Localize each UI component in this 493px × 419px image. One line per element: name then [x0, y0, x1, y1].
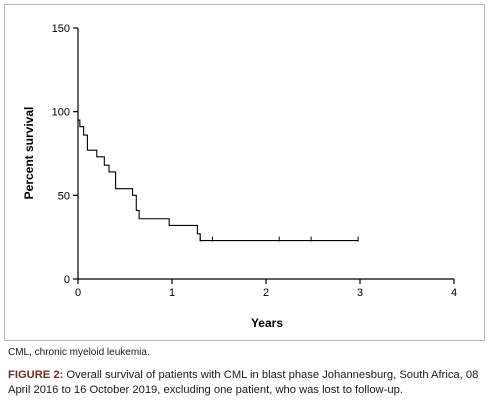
survival-chart: 0 1 2 3 4 0 50 100 150 Years Percent survival — [22, 23, 457, 330]
y-tick-label: 0 — [64, 274, 70, 286]
figure-caption: FIGURE 2: Overall survival of patients w… — [8, 368, 486, 398]
survival-curve-group — [78, 119, 359, 242]
x-axis-title: Years — [251, 316, 283, 330]
y-tick-label: 100 — [52, 107, 70, 119]
chart-axes: 0 1 2 3 4 0 50 100 150 — [52, 23, 457, 299]
caption-label: FIGURE 2: — [8, 369, 64, 381]
abbreviation-footnote: CML, chronic myeloid leukemia. — [8, 347, 150, 358]
y-tick-label: 50 — [58, 190, 70, 202]
caption-text: Overall survival of patients with CML in… — [8, 369, 479, 396]
x-tick-label: 4 — [451, 287, 457, 299]
figure-panel — [4, 4, 485, 341]
y-axis-title: Percent survival — [22, 107, 36, 200]
survival-step-line — [78, 119, 359, 242]
x-tick-label: 1 — [169, 287, 175, 299]
x-tick-label: 3 — [357, 287, 363, 299]
x-tick-label: 0 — [75, 287, 81, 299]
x-tick-label: 2 — [263, 287, 269, 299]
y-tick-label: 150 — [52, 23, 70, 35]
